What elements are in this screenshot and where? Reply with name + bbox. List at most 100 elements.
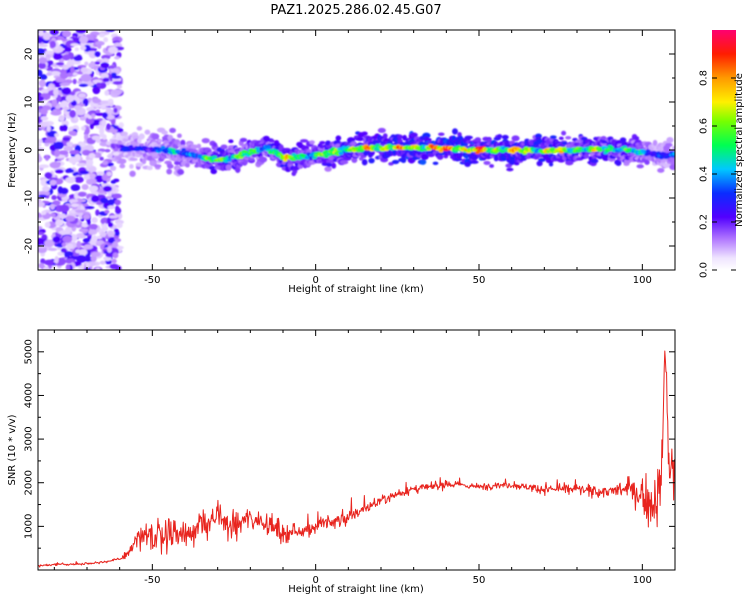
spectrogram-cell [108, 46, 118, 54]
spectrogram-cell [55, 62, 65, 66]
spectrogram-cell [105, 30, 115, 33]
spectrogram-cell [100, 231, 107, 238]
colorbar-tick-label: 0.8 [699, 70, 710, 86]
spectrogram-cell [470, 160, 479, 164]
spectrogram-cell [644, 159, 650, 165]
spectrogram-cell [107, 246, 112, 253]
spectrogram-cell [672, 152, 675, 156]
spectrogram-cell [121, 131, 128, 137]
snr-y-axis-label: SNR (10 * v/v) [7, 414, 18, 485]
spectrogram-cell [63, 145, 74, 152]
spectrogram-cell [77, 192, 87, 197]
spectrogram-cell [149, 160, 157, 167]
spectrogram-cell [75, 249, 81, 254]
spectrogram-cell [85, 116, 95, 125]
spectrogram-cell [68, 199, 79, 203]
spectrogram-cell [46, 125, 51, 132]
spectrogram-cell [76, 240, 82, 249]
spectrogram-cell [107, 199, 115, 206]
spectrogram-cell [351, 157, 358, 163]
spectrogram-cell [112, 193, 122, 199]
spectrogram-cell [107, 222, 114, 228]
spectrogram-cell [40, 178, 50, 187]
snr-x-tick-label: -50 [144, 575, 160, 586]
spectrogram-cell [508, 158, 516, 165]
spectrogram-x-tick-label: 100 [633, 275, 652, 286]
spectrogram-cell [666, 136, 674, 144]
spectrogram-x-tick-label: 50 [473, 275, 486, 286]
spectrogram-cell [88, 152, 96, 159]
spectrogram-cell [55, 219, 64, 227]
spectrogram-cell [135, 162, 144, 167]
spectrogram-cell [44, 221, 51, 228]
spectrogram-cell [52, 200, 61, 206]
spectrogram-cell [99, 156, 104, 161]
spectrogram-cell [174, 161, 181, 166]
spectrogram-cell [583, 153, 590, 159]
spectrogram-cell [220, 144, 228, 150]
spectrogram-cell [58, 230, 70, 235]
spectrogram-cell [49, 177, 58, 181]
spectrogram-cell [177, 133, 182, 139]
spectrogram-cell [89, 173, 97, 180]
spectrogram-cell [38, 164, 50, 169]
spectrogram-cell [44, 239, 55, 248]
spectrogram-cell [54, 169, 64, 174]
spectrogram-cell [58, 115, 65, 122]
spectrogram-cell [96, 171, 105, 176]
spectrogram-cell [327, 154, 333, 161]
spectrogram-cell [79, 170, 89, 175]
spectrogram-cell [63, 251, 74, 257]
spectrogram-cell [59, 82, 71, 87]
spectrogram-cell [514, 161, 520, 166]
snr-x-tick-label: 0 [312, 575, 318, 586]
spectrogram-cell [331, 162, 337, 169]
spectrogram-cells [38, 30, 675, 270]
spectrogram-cell [102, 112, 108, 119]
spectrogram-cell [409, 132, 418, 138]
spectrogram-cell [69, 149, 80, 155]
spectrogram-cell [243, 158, 248, 165]
spectrogram-cell [71, 203, 79, 208]
spectrogram-heatmap [38, 30, 675, 270]
spectrogram-cell [109, 263, 119, 270]
spectrogram-cell [361, 131, 368, 136]
spectrogram-cell [497, 134, 503, 139]
spectrogram-cell [106, 171, 112, 177]
spectrogram-cell [43, 259, 55, 266]
colorbar-ticks: 0.0 0.2 0.4 0.6 0.8 [699, 70, 736, 278]
spectrogram-cell [39, 108, 48, 115]
spectrogram-cell [38, 95, 45, 102]
spectrogram-cell [89, 223, 98, 230]
spectrogram-cell [669, 163, 675, 171]
spectrogram-y-tick-label: 0 [24, 147, 35, 153]
spectrogram-cell [464, 135, 473, 140]
spectrogram-cell [88, 185, 99, 192]
spectrogram-cell [59, 204, 70, 213]
spectrogram-cell [66, 72, 74, 77]
spectrogram-cell [90, 195, 100, 203]
spectrogram-cell [44, 154, 50, 161]
spectrogram-cell [273, 149, 279, 153]
spectrogram-cell [422, 132, 431, 139]
spectrogram-cell [93, 104, 104, 108]
spectrogram-cell [47, 60, 54, 66]
spectrogram-cell [95, 125, 106, 129]
spectrogram-cell [90, 251, 101, 257]
spectrogram-cell [107, 98, 114, 103]
spectrogram-cell [457, 152, 464, 157]
spectrogram-cell [38, 194, 47, 198]
spectrogram-cell [65, 176, 76, 184]
spectrogram-cell [103, 256, 112, 262]
spectrogram-cell [382, 133, 388, 139]
spectrogram-cell [91, 217, 98, 224]
spectrogram-cell [50, 203, 55, 210]
spectrogram-cell [438, 132, 445, 136]
spectrogram-cell [212, 142, 218, 147]
spectrogram-cell [112, 151, 121, 156]
spectrogram-cell [95, 267, 101, 270]
spectrogram-cell [66, 141, 74, 146]
snr-panel: -50 0 50 100 1000 2000 3000 4000 5000 Height of … [7, 329, 676, 595]
spectrogram-cell [425, 138, 432, 142]
